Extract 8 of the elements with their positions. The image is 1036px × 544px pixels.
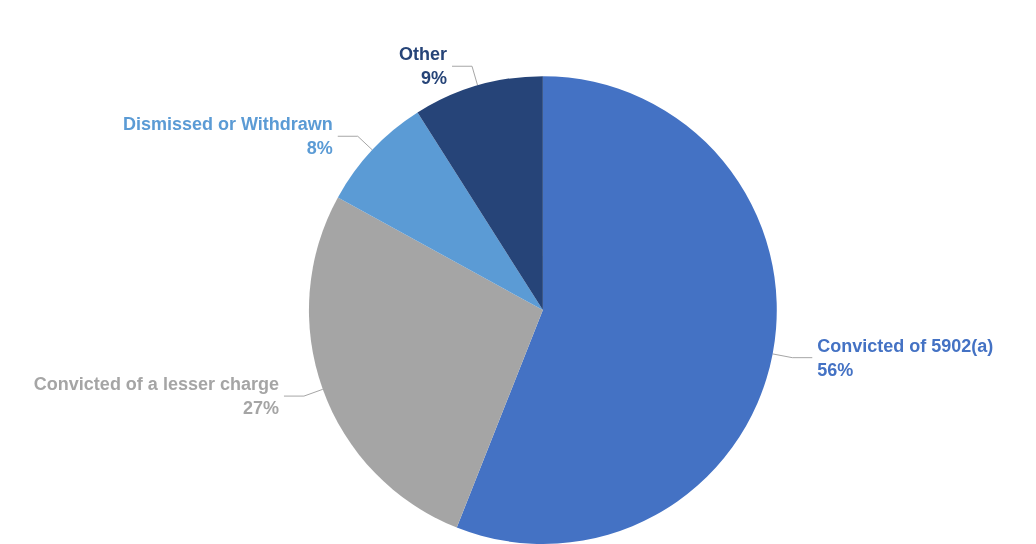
data-label: 9% (421, 68, 448, 89)
data-label: 8% (306, 138, 333, 159)
data-label: 27% (242, 398, 279, 419)
slice-label: Convicted of 5902(a) (817, 335, 994, 356)
slice-label: Convicted of a lesser charge (33, 374, 279, 395)
slice-label: Dismissed or Withdrawn (122, 114, 333, 135)
data-label: 56% (817, 359, 854, 380)
slice-label: Other (399, 44, 448, 65)
